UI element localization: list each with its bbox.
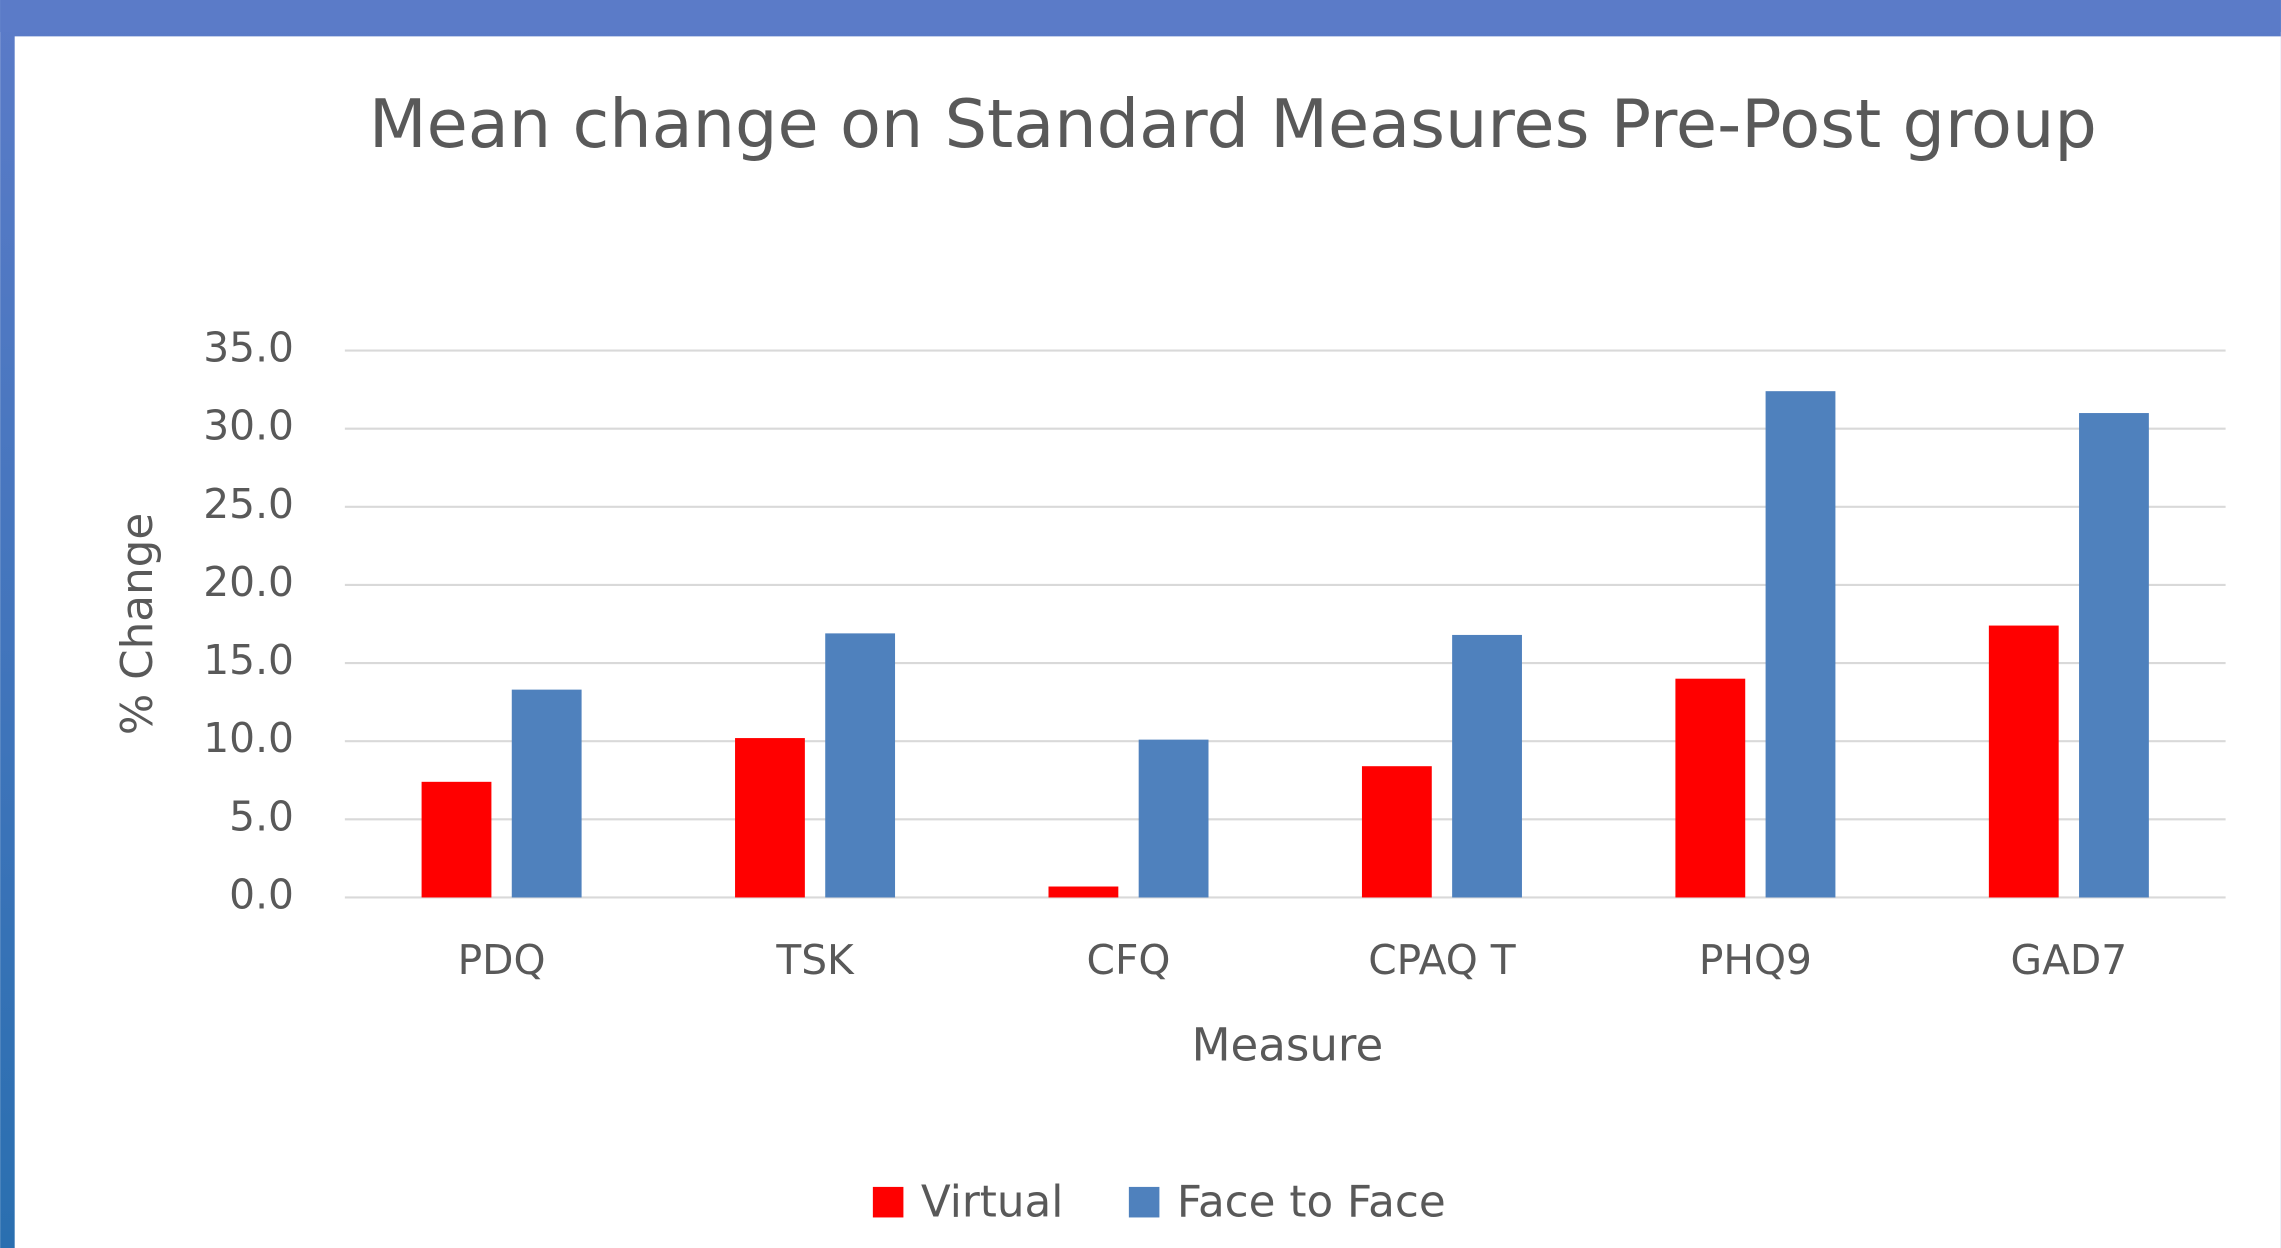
bar xyxy=(1988,625,2059,898)
bar xyxy=(825,633,896,898)
y-tick-label: 30.0 xyxy=(203,402,294,450)
bar xyxy=(1675,678,1746,898)
bar xyxy=(421,781,492,898)
bar xyxy=(1765,391,1836,898)
y-tick-label: 10.0 xyxy=(203,714,294,762)
y-tick-label: 5.0 xyxy=(229,792,294,840)
legend-label: Virtual xyxy=(921,1177,1064,1227)
legend-swatch xyxy=(872,1186,904,1218)
y-tick-label: 15.0 xyxy=(203,636,294,684)
bar xyxy=(1048,886,1119,898)
x-tick-label: TSK xyxy=(775,936,855,984)
x-axis-label: Measure xyxy=(1192,1019,1384,1072)
y-tick-label: 0.0 xyxy=(229,870,294,918)
y-tick-label: 20.0 xyxy=(203,558,294,606)
x-tick-label: CFQ xyxy=(1087,936,1171,984)
legend-label: Face to Face xyxy=(1177,1177,1446,1227)
title-box: Mean change on Standard Measures Pre-Pos… xyxy=(368,84,2097,163)
bar xyxy=(1138,739,1209,898)
x-tick-label: CPAQ T xyxy=(1368,936,1516,984)
bar xyxy=(1361,766,1432,898)
chart-panel xyxy=(14,36,2281,1248)
x-tick-label: PHQ9 xyxy=(1699,936,1812,984)
top-bar xyxy=(0,0,2281,32)
y-axis-label: % Change xyxy=(113,513,163,735)
x-tick-label: GAD7 xyxy=(2011,936,2128,984)
bar xyxy=(511,689,582,898)
y-tick-label: 25.0 xyxy=(203,480,294,528)
chart-title: Mean change on Standard Measures Pre-Pos… xyxy=(368,84,2097,163)
x-tick-label: PDQ xyxy=(458,936,546,984)
bar xyxy=(2079,413,2149,898)
legend-swatch xyxy=(1128,1186,1160,1218)
bar xyxy=(1452,634,1522,898)
bar xyxy=(735,738,805,898)
y-tick-label: 35.0 xyxy=(203,324,294,372)
